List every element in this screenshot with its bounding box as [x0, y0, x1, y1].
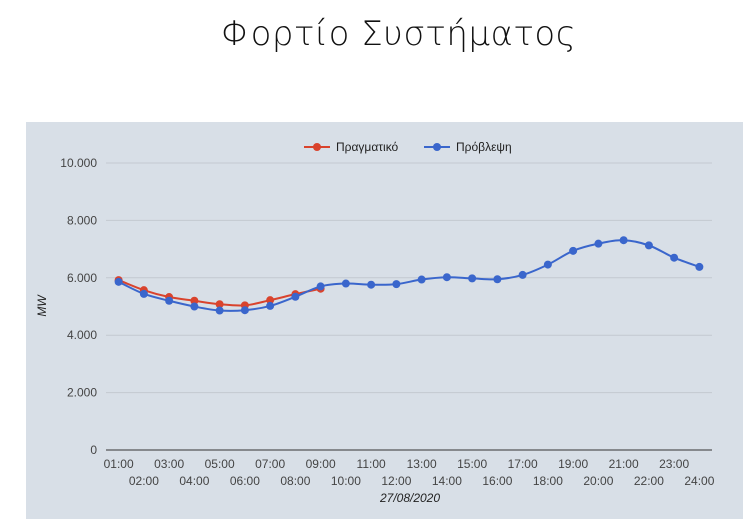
- legend-label: Πραγματικό: [336, 140, 399, 154]
- x-tick-label: 24:00: [684, 474, 714, 488]
- x-tick-label: 08:00: [280, 474, 310, 488]
- legend-marker-icon: [433, 143, 441, 151]
- data-point[interactable]: [114, 277, 123, 286]
- data-point[interactable]: [291, 292, 300, 301]
- data-point[interactable]: [215, 306, 224, 315]
- data-point[interactable]: [569, 246, 578, 255]
- data-point[interactable]: [266, 301, 275, 310]
- data-point[interactable]: [695, 262, 704, 271]
- data-point[interactable]: [417, 275, 426, 284]
- data-point[interactable]: [215, 300, 224, 309]
- chart-panel: [26, 122, 743, 519]
- data-point[interactable]: [468, 274, 477, 283]
- data-point[interactable]: [619, 236, 628, 245]
- x-tick-label: 06:00: [230, 474, 260, 488]
- x-tick-label: 05:00: [205, 457, 235, 471]
- data-point[interactable]: [266, 296, 275, 305]
- x-tick-label: 14:00: [432, 474, 462, 488]
- y-axis-label: MW: [35, 294, 49, 317]
- x-tick-label: 02:00: [129, 474, 159, 488]
- y-tick-label: 6.000: [67, 271, 97, 285]
- legend-marker-icon: [313, 143, 321, 151]
- x-tick-label: 07:00: [255, 457, 285, 471]
- legend-item[interactable]: Πρόβλεψη: [424, 140, 512, 154]
- x-tick-label: 21:00: [609, 457, 639, 471]
- x-tick-label: 17:00: [508, 457, 538, 471]
- x-tick-label: 04:00: [179, 474, 209, 488]
- data-point[interactable]: [392, 280, 401, 289]
- page-title: Φορτίο Συστήματος: [220, 14, 577, 54]
- legend-item[interactable]: Πραγματικό: [304, 140, 399, 154]
- x-tick-label: 10:00: [331, 474, 361, 488]
- x-tick-label: 15:00: [457, 457, 487, 471]
- y-tick-label: 2.000: [67, 386, 97, 400]
- data-point[interactable]: [367, 280, 376, 289]
- y-tick-label: 4.000: [67, 328, 97, 342]
- series-layer: [114, 236, 704, 315]
- y-tick-labels: 0 2.000 4.000 6.000 8.000 10.000: [60, 156, 97, 457]
- x-tick-label: 16:00: [482, 474, 512, 488]
- x-tick-label: 20:00: [583, 474, 613, 488]
- data-point[interactable]: [518, 270, 527, 279]
- data-point[interactable]: [644, 241, 653, 250]
- data-point[interactable]: [139, 289, 148, 298]
- data-point[interactable]: [543, 260, 552, 269]
- x-tick-label: 13:00: [407, 457, 437, 471]
- x-tick-labels: 01:00 02:00 03:00 04:00 05:00 06:00 07:00 08:00…: [104, 457, 715, 488]
- data-point[interactable]: [190, 302, 199, 311]
- y-tick-label: 0: [90, 443, 97, 457]
- x-tick-label: 18:00: [533, 474, 563, 488]
- legend: Πραγματικό Πρόβλεψη: [304, 140, 512, 154]
- data-point[interactable]: [240, 306, 249, 315]
- x-tick-label: 09:00: [306, 457, 336, 471]
- data-point[interactable]: [341, 279, 350, 288]
- x-tick-label: 11:00: [357, 457, 386, 471]
- data-point[interactable]: [493, 275, 502, 284]
- data-point[interactable]: [190, 296, 199, 305]
- data-point[interactable]: [442, 273, 451, 282]
- x-tick-label: 22:00: [634, 474, 664, 488]
- x-tick-label: 12:00: [381, 474, 411, 488]
- data-point[interactable]: [670, 253, 679, 262]
- data-point[interactable]: [594, 239, 603, 248]
- series-line: [118, 239, 700, 312]
- legend-label: Πρόβλεψη: [456, 140, 512, 154]
- grid-lines: [106, 162, 712, 451]
- x-axis-label: 27/08/2020: [379, 491, 440, 505]
- data-point[interactable]: [316, 282, 325, 291]
- x-tick-label: 01:00: [104, 457, 134, 471]
- series-forecast: [114, 236, 704, 315]
- x-tick-label: 23:00: [659, 457, 689, 471]
- y-tick-label: 10.000: [60, 156, 97, 170]
- x-tick-label: 03:00: [154, 457, 184, 471]
- data-point[interactable]: [165, 296, 174, 305]
- y-tick-label: 8.000: [67, 213, 97, 227]
- x-tick-label: 19:00: [558, 457, 588, 471]
